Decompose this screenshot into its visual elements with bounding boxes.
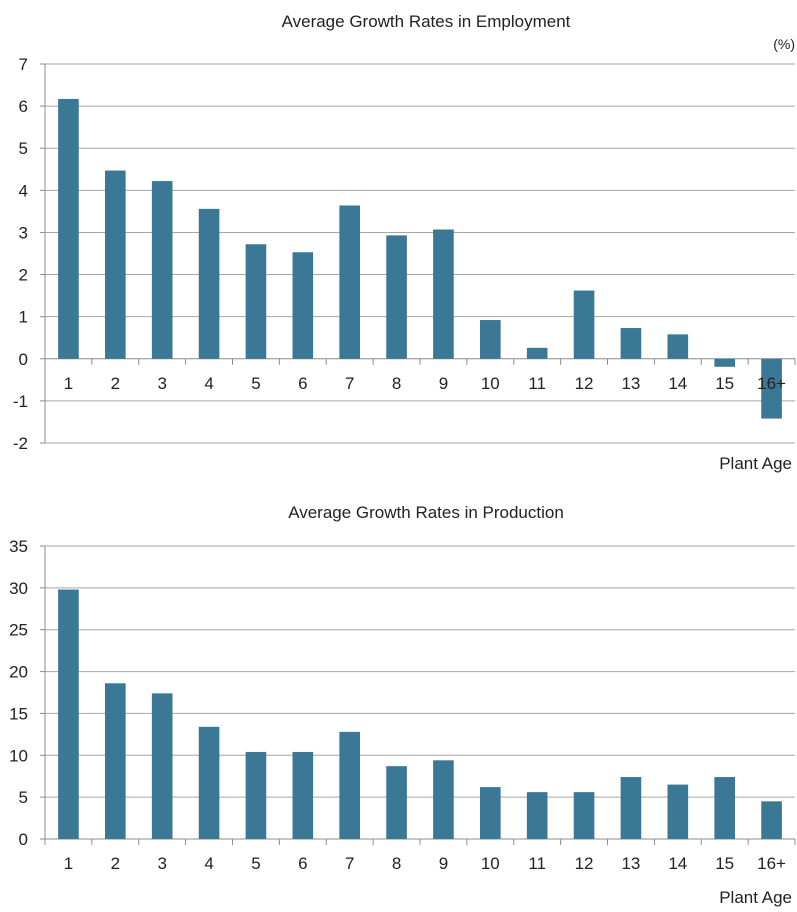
production-bar-11 xyxy=(526,792,548,839)
employment-bar-2 xyxy=(105,170,126,359)
employment-x-tick-label: 11 xyxy=(528,374,546,393)
employment-bar-1 xyxy=(58,98,79,359)
production-bar-2 xyxy=(105,683,126,839)
employment-bar-12 xyxy=(573,290,595,359)
production-bar-4 xyxy=(198,726,220,839)
employment-x-tick-label: 1 xyxy=(64,374,73,393)
production-bar-8 xyxy=(386,766,407,839)
employment-y-tick-label: 6 xyxy=(19,97,28,116)
production-x-tick-label: 12 xyxy=(575,854,594,873)
employment-bar-11 xyxy=(526,347,548,359)
employment-bar-13 xyxy=(620,328,642,359)
production-bar-14 xyxy=(667,784,689,839)
employment-bar-7 xyxy=(339,205,360,359)
employment-bar-16plus xyxy=(761,358,782,419)
employment-y-tick-label: 1 xyxy=(19,308,28,327)
production-x-tick-label: 8 xyxy=(392,854,401,873)
production-chart-title: Average Growth Rates in Production xyxy=(288,503,564,522)
employment-x-tick-label: 9 xyxy=(439,374,448,393)
production-x-tick-label: 9 xyxy=(439,854,448,873)
production-bar-15 xyxy=(714,777,735,839)
production-y-tick-label: 0 xyxy=(19,830,28,849)
production-x-tick-label: 14 xyxy=(668,854,687,873)
production-x-tick-label: 15 xyxy=(715,854,734,873)
production-y-tick-label: 5 xyxy=(19,788,28,807)
production-x-tick-label: 4 xyxy=(204,854,213,873)
employment-x-tick-label: 14 xyxy=(668,374,687,393)
production-bar-13 xyxy=(620,777,642,839)
employment-bar-5 xyxy=(245,244,267,359)
employment-bar-8 xyxy=(386,235,407,359)
employment-x-tick-label: 4 xyxy=(204,374,213,393)
employment-bar-6 xyxy=(292,252,314,359)
employment-bar-9 xyxy=(433,229,454,359)
employment-y-tick-label: 0 xyxy=(19,350,28,369)
employment-x-axis-label: Plant Age xyxy=(719,454,792,473)
production-x-tick-label: 5 xyxy=(251,854,260,873)
production-x-tick-label: 3 xyxy=(157,854,166,873)
production-bar-6 xyxy=(292,751,314,839)
employment-bar-4 xyxy=(198,208,220,359)
employment-x-tick-label: 15 xyxy=(715,374,734,393)
employment-x-tick-label: 10 xyxy=(481,374,500,393)
employment-x-tick-label: 7 xyxy=(345,374,354,393)
production-x-tick-label: 6 xyxy=(298,854,307,873)
employment-x-tick-label: 3 xyxy=(157,374,166,393)
production-bar-5 xyxy=(245,751,267,839)
production-x-tick-label: 11 xyxy=(528,854,546,873)
production-y-tick-label: 10 xyxy=(9,746,28,765)
production-x-tick-label: 10 xyxy=(481,854,500,873)
production-x-tick-label: 1 xyxy=(64,854,73,873)
employment-y-tick-label: 2 xyxy=(19,266,28,285)
employment-bar-15 xyxy=(714,358,735,367)
employment-y-tick-label: 7 xyxy=(19,55,28,74)
employment-bar-10 xyxy=(480,320,501,359)
production-bar-1 xyxy=(58,589,79,839)
production-x-tick-label: 16+ xyxy=(757,854,786,873)
production-bar-10 xyxy=(480,787,501,839)
employment-unit-label: (%) xyxy=(773,36,795,52)
production-x-tick-label: 7 xyxy=(345,854,354,873)
production-bar-7 xyxy=(339,731,360,839)
production-x-tick-label: 13 xyxy=(621,854,640,873)
employment-chart-title: Average Growth Rates in Employment xyxy=(282,12,571,31)
employment-y-tick-label: -1 xyxy=(13,392,28,411)
employment-bar-14 xyxy=(667,334,689,359)
employment-x-tick-label: 5 xyxy=(251,374,260,393)
production-y-tick-label: 20 xyxy=(9,663,28,682)
employment-x-tick-label: 2 xyxy=(111,374,120,393)
production-x-tick-label: 2 xyxy=(111,854,120,873)
production-bar-12 xyxy=(573,792,595,839)
production-y-tick-label: 15 xyxy=(9,704,28,723)
production-x-axis-label: Plant Age xyxy=(719,888,792,907)
employment-y-tick-label: 4 xyxy=(19,181,28,200)
production-bar-9 xyxy=(433,760,454,839)
employment-y-tick-label: -2 xyxy=(13,434,28,453)
employment-x-tick-label: 8 xyxy=(392,374,401,393)
employment-x-tick-label: 13 xyxy=(621,374,640,393)
production-y-tick-label: 25 xyxy=(9,621,28,640)
employment-x-tick-label: 12 xyxy=(575,374,594,393)
employment-y-tick-label: 3 xyxy=(19,223,28,242)
production-bar-16plus xyxy=(761,801,782,839)
employment-x-tick-label: 6 xyxy=(298,374,307,393)
employment-y-tick-label: 5 xyxy=(19,139,28,158)
production-y-tick-label: 30 xyxy=(9,579,28,598)
employment-x-tick-label: 16+ xyxy=(757,374,786,393)
production-y-tick-label: 35 xyxy=(9,537,28,556)
production-bar-3 xyxy=(151,693,173,839)
employment-bar-3 xyxy=(151,181,173,359)
